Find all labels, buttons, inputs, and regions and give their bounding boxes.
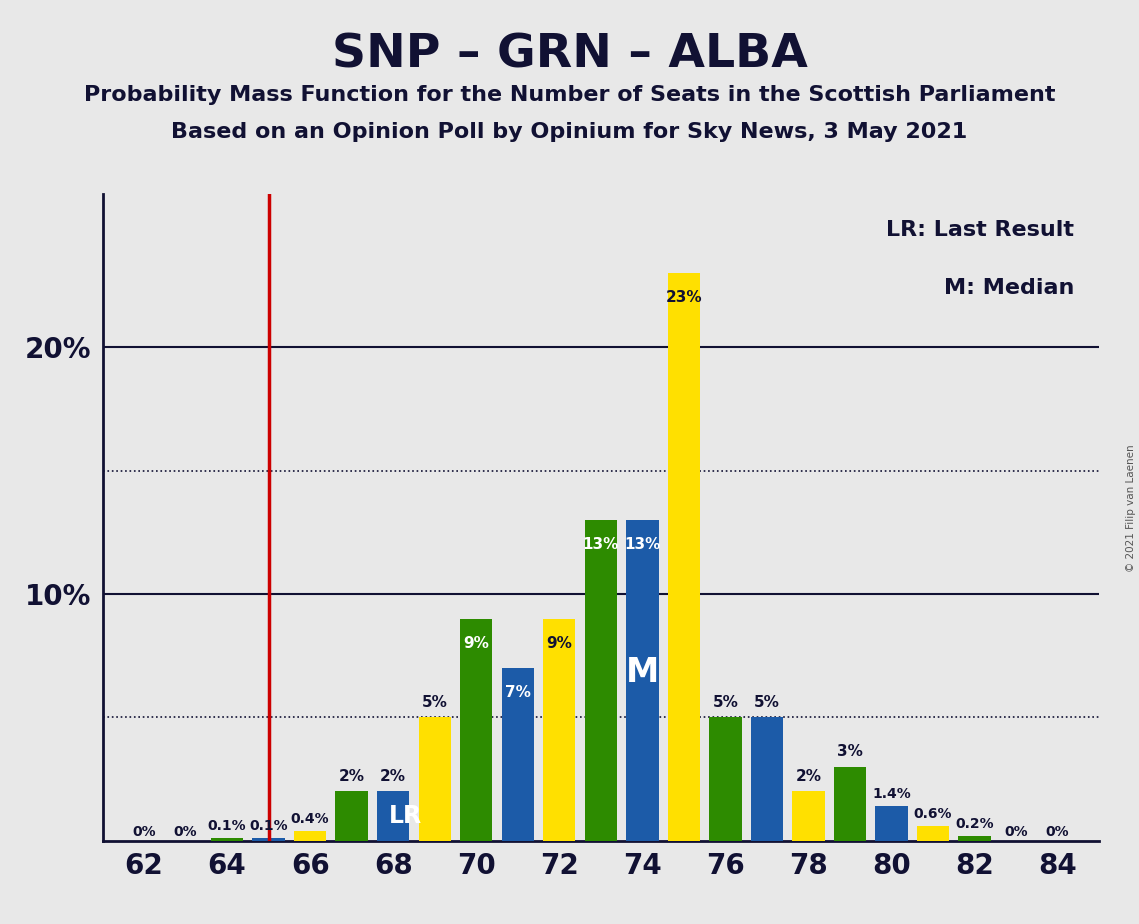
Text: 0%: 0%	[1005, 825, 1027, 839]
Text: 0.2%: 0.2%	[956, 817, 994, 831]
Bar	[667, 273, 700, 841]
Text: 0.1%: 0.1%	[249, 820, 288, 833]
Text: 2%: 2%	[380, 769, 407, 784]
Bar	[418, 717, 451, 841]
Text: LR: Last Result: LR: Last Result	[886, 220, 1074, 240]
Text: © 2021 Filip van Laenen: © 2021 Filip van Laenen	[1126, 444, 1136, 572]
Bar	[958, 836, 991, 841]
Text: 0%: 0%	[132, 825, 156, 839]
Text: 13%: 13%	[583, 537, 618, 553]
Text: 5%: 5%	[754, 695, 780, 710]
Bar	[584, 520, 617, 841]
Bar	[543, 619, 575, 841]
Bar	[626, 520, 658, 841]
Text: M: Median: M: Median	[944, 278, 1074, 298]
Text: 0.4%: 0.4%	[290, 812, 329, 826]
Text: 1.4%: 1.4%	[872, 787, 911, 801]
Text: 23%: 23%	[665, 290, 702, 305]
Text: SNP – GRN – ALBA: SNP – GRN – ALBA	[331, 32, 808, 78]
Text: 13%: 13%	[624, 537, 661, 553]
Bar	[377, 792, 409, 841]
Text: 0.1%: 0.1%	[207, 820, 246, 833]
Bar	[875, 807, 908, 841]
Bar	[336, 792, 368, 841]
Text: LR: LR	[390, 804, 423, 828]
Text: 2%: 2%	[795, 769, 821, 784]
Text: 9%: 9%	[547, 636, 572, 650]
Text: 0.6%: 0.6%	[913, 807, 952, 821]
Bar	[501, 668, 534, 841]
Bar	[211, 838, 244, 841]
Bar	[917, 826, 949, 841]
Text: 2%: 2%	[338, 769, 364, 784]
Bar	[751, 717, 784, 841]
Bar	[793, 792, 825, 841]
Bar	[834, 767, 866, 841]
Text: 0%: 0%	[174, 825, 197, 839]
Text: 0%: 0%	[1046, 825, 1070, 839]
Bar	[294, 831, 327, 841]
Bar	[460, 619, 492, 841]
Text: 5%: 5%	[421, 695, 448, 710]
Bar	[253, 838, 285, 841]
Bar	[710, 717, 741, 841]
Text: Based on an Opinion Poll by Opinium for Sky News, 3 May 2021: Based on an Opinion Poll by Opinium for …	[171, 122, 968, 142]
Text: 3%: 3%	[837, 745, 863, 760]
Text: Probability Mass Function for the Number of Seats in the Scottish Parliament: Probability Mass Function for the Number…	[84, 85, 1055, 105]
Text: 7%: 7%	[505, 686, 531, 700]
Text: 9%: 9%	[464, 636, 489, 650]
Text: M: M	[625, 656, 659, 689]
Text: 5%: 5%	[713, 695, 738, 710]
